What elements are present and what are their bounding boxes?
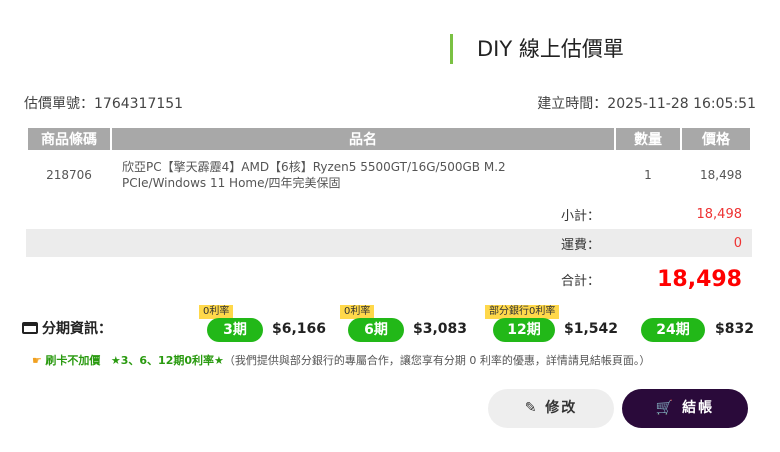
item-price: 18,498 [700,168,742,182]
header-price: 價格 [682,128,750,150]
item-name[interactable]: 欣亞PC【擎天霹靂4】AMD【6核】Ryzen5 5500GT/16G/500G… [122,160,506,190]
plan-tag: 0利率 [340,305,375,319]
subtotal-value: 18,498 [696,206,743,222]
plan-term: 24期 [641,318,705,342]
item-qty: 1 [644,168,652,182]
note-highlight: 刷卡不加價 [45,354,101,367]
plan-term: 6期 [348,318,404,342]
checkout-button[interactable]: 🛒 結帳 [622,389,748,428]
pencil-icon: ✎ [524,400,539,416]
created-time: 建立時間：2025-11-28 16:05:51 [537,96,756,112]
header-code: 商品條碼 [28,128,110,150]
plan-tag: 0利率 [199,305,234,319]
hand-pointer-icon: ☛ [32,354,42,367]
credit-card-icon [22,322,38,334]
total-row: 合計： 18,498 [26,262,752,296]
header-qty: 數量 [616,128,680,150]
header-name: 品名 [112,128,614,150]
checkout-label: 結帳 [682,400,715,416]
installment-note: ☛ 刷卡不加價 ★3、6、12期0利率★（我們提供與部分銀行的專屬合作，讓您享有… [32,352,650,368]
plan-tag: 部分銀行0利率 [485,305,560,319]
shipping-label: 運費： [561,237,601,253]
shipping-value: 0 [733,235,742,251]
shipping-row: 運費： 0 [26,229,752,257]
total-label: 合計： [561,273,601,289]
edit-button[interactable]: ✎ 修改 [488,389,614,428]
items-table: 商品條碼 品名 數量 價格 218706 欣亞PC【擎天霹靂4】AMD【6核】R… [26,128,752,200]
cart-icon: 🛒 [655,400,676,416]
edit-label: 修改 [545,400,578,416]
item-code: 218706 [46,168,92,182]
note-text: （我們提供與部分銀行的專屬合作，讓您享有分期 0 利率的優惠，詳情請見結帳頁面。… [223,354,651,367]
plan-term: 12期 [493,318,555,342]
note-star: ★3、6、12期0利率★ [110,354,224,367]
plan-amount: $6,166 [272,321,327,337]
plan-amount: $832 [715,321,754,337]
page-title: DIY 線上估價單 [450,34,624,64]
subtotal-row: 小計： 18,498 [26,200,752,228]
table-row: 218706 欣亞PC【擎天霹靂4】AMD【6核】Ryzen5 5500GT/1… [28,150,750,200]
plan-term: 3期 [207,318,263,342]
plan-amount: $3,083 [413,321,468,337]
installment-label: 分期資訊： [42,321,112,337]
plan-amount: $1,542 [564,321,619,337]
total-value: 18,498 [657,266,742,292]
subtotal-label: 小計： [561,208,601,224]
quote-number: 估價單號：1764317151 [24,96,184,112]
installment-label-group: 分期資訊： [22,318,112,338]
